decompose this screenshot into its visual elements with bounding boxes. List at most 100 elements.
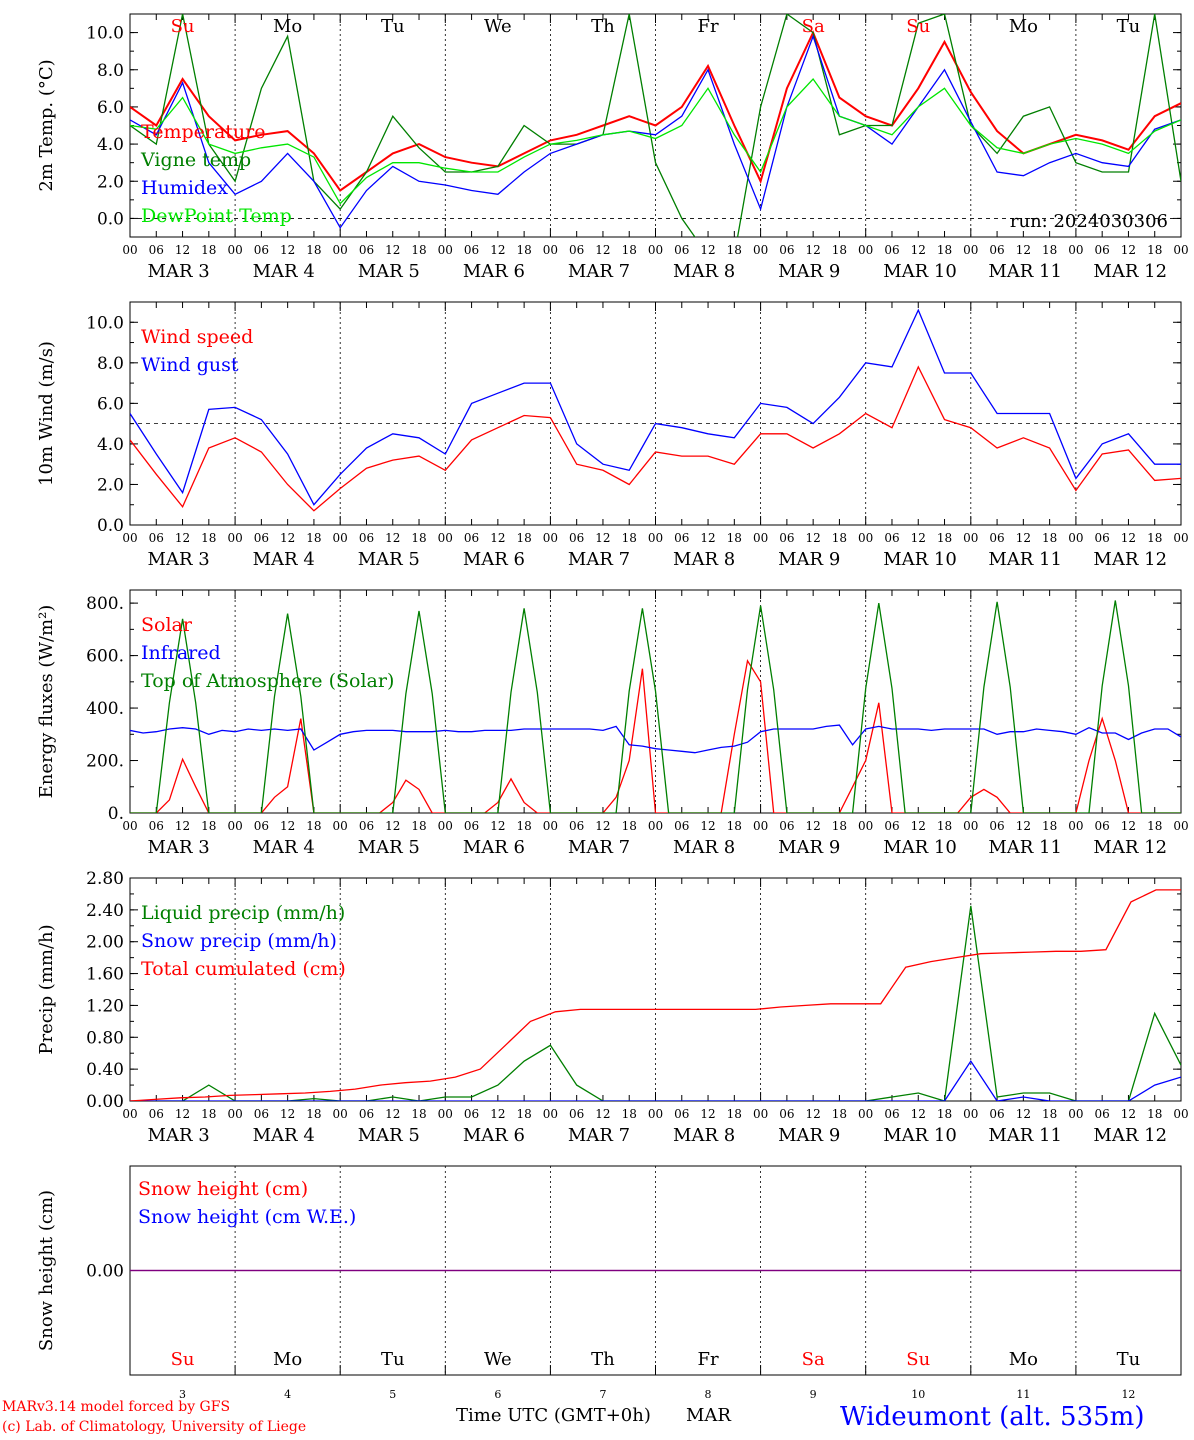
series-line-wind-gust bbox=[130, 308, 1181, 506]
hour-tick-label: 00 bbox=[1068, 243, 1083, 257]
hour-tick-label: 12 bbox=[175, 819, 190, 833]
legend-entry: Snow height (cm) bbox=[138, 1178, 308, 1200]
y-tick-label: 4.0 bbox=[97, 135, 124, 155]
hour-tick-label: 00 bbox=[1173, 531, 1188, 545]
hour-tick-label: 18 bbox=[727, 531, 742, 545]
day-label-bottom: Mo bbox=[1009, 1349, 1038, 1370]
hour-tick-label: 18 bbox=[622, 243, 637, 257]
day-label: Tu bbox=[381, 16, 405, 37]
hour-tick-label: 00 bbox=[438, 1107, 453, 1121]
day-number: 3 bbox=[179, 1388, 186, 1401]
date-label: MAR 6 bbox=[463, 261, 525, 282]
series-line-temperature bbox=[130, 30, 1181, 192]
hour-tick-label: 06 bbox=[884, 243, 899, 257]
hour-tick-label: 12 bbox=[595, 1107, 610, 1121]
y-tick-label: 0.00 bbox=[86, 1262, 124, 1282]
day-number: 8 bbox=[705, 1388, 712, 1401]
hour-tick-label: 00 bbox=[333, 819, 348, 833]
series-line-top-of-atmosphere-solar- bbox=[130, 600, 1181, 813]
hour-tick-label: 00 bbox=[333, 243, 348, 257]
hour-tick-label: 00 bbox=[1068, 531, 1083, 545]
y-tick-label: 2.00 bbox=[86, 933, 124, 953]
legend-entry: Snow height (cm W.E.) bbox=[138, 1206, 356, 1228]
hour-tick-label: 12 bbox=[175, 243, 190, 257]
hour-tick-label: 06 bbox=[359, 243, 374, 257]
y-axis-label: Energy fluxes (W/m²) bbox=[36, 605, 57, 799]
hour-tick-label: 00 bbox=[1173, 819, 1188, 833]
hour-tick-label: 12 bbox=[385, 531, 400, 545]
date-label: MAR 7 bbox=[568, 549, 630, 570]
hour-tick-label: 06 bbox=[779, 531, 794, 545]
y-tick-label: 0.0 bbox=[97, 516, 124, 536]
hour-tick-label: 18 bbox=[1042, 243, 1057, 257]
run-annotation: run: 2024030306 bbox=[1010, 211, 1168, 232]
date-label: MAR 3 bbox=[148, 1125, 210, 1146]
hour-tick-label: 12 bbox=[806, 819, 821, 833]
hour-tick-label: 18 bbox=[1042, 1107, 1057, 1121]
hour-tick-label: 12 bbox=[1121, 243, 1136, 257]
date-label: MAR 7 bbox=[568, 261, 630, 282]
hour-tick-label: 00 bbox=[122, 243, 137, 257]
hour-tick-label: 06 bbox=[149, 819, 164, 833]
date-label: MAR 8 bbox=[673, 1125, 735, 1146]
date-label: MAR 9 bbox=[778, 261, 840, 282]
legend-entry: Top of Atmosphere (Solar) bbox=[141, 670, 394, 692]
hour-tick-label: 18 bbox=[306, 1107, 321, 1121]
day-label-bottom: Tu bbox=[381, 1349, 405, 1370]
y-axis-label: Snow height (cm) bbox=[36, 1190, 57, 1351]
legend-entry: Infrared bbox=[141, 642, 221, 664]
hour-tick-label: 00 bbox=[858, 243, 873, 257]
date-label: MAR 5 bbox=[358, 1125, 420, 1146]
day-label: Mo bbox=[273, 16, 302, 37]
date-label: MAR 6 bbox=[463, 1125, 525, 1146]
hour-tick-label: 00 bbox=[753, 531, 768, 545]
hour-tick-label: 12 bbox=[280, 1107, 295, 1121]
y-tick-label: 8.0 bbox=[97, 354, 124, 374]
series-line-liquid-precip-mm-h- bbox=[130, 905, 1181, 1101]
date-label: MAR 10 bbox=[883, 1125, 957, 1146]
hour-tick-label: 12 bbox=[490, 819, 505, 833]
y-tick-label: 2.40 bbox=[86, 901, 124, 921]
hour-tick-label: 06 bbox=[149, 531, 164, 545]
hour-tick-label: 00 bbox=[438, 531, 453, 545]
hour-tick-label: 12 bbox=[700, 819, 715, 833]
hour-tick-label: 18 bbox=[306, 243, 321, 257]
panel-3 bbox=[129, 589, 1182, 814]
hour-tick-label: 12 bbox=[1016, 819, 1031, 833]
hour-tick-label: 06 bbox=[674, 819, 689, 833]
day-label-bottom: Tu bbox=[1117, 1349, 1141, 1370]
day-number: 6 bbox=[494, 1388, 501, 1401]
credit-line-1: MARv3.14 model forced by GFS bbox=[2, 1399, 231, 1415]
date-label: MAR 3 bbox=[148, 837, 210, 858]
hour-tick-label: 00 bbox=[648, 819, 663, 833]
hour-tick-label: 18 bbox=[1042, 819, 1057, 833]
y-tick-label: 0.00 bbox=[86, 1092, 124, 1112]
date-label: MAR 5 bbox=[358, 549, 420, 570]
hour-tick-label: 00 bbox=[648, 531, 663, 545]
hour-tick-label: 06 bbox=[674, 1107, 689, 1121]
hour-tick-label: 06 bbox=[464, 531, 479, 545]
y-tick-label: 10.0 bbox=[86, 313, 124, 333]
panel-5 bbox=[129, 1165, 1182, 1376]
day-label: Th bbox=[591, 16, 615, 37]
date-label: MAR 10 bbox=[883, 549, 957, 570]
hour-tick-label: 00 bbox=[227, 243, 242, 257]
legend-entry: Liquid precip (mm/h) bbox=[141, 902, 345, 924]
hour-tick-label: 06 bbox=[989, 1107, 1004, 1121]
hour-tick-label: 00 bbox=[543, 531, 558, 545]
hour-tick-label: 00 bbox=[227, 531, 242, 545]
hour-tick-label: 12 bbox=[806, 1107, 821, 1121]
hour-tick-label: 00 bbox=[648, 1107, 663, 1121]
date-label: MAR 8 bbox=[673, 261, 735, 282]
hour-tick-label: 18 bbox=[516, 819, 531, 833]
date-label: MAR 3 bbox=[148, 549, 210, 570]
day-label: Tu bbox=[1117, 16, 1141, 37]
hour-tick-label: 12 bbox=[385, 243, 400, 257]
series-line-solar bbox=[130, 659, 1181, 813]
hour-tick-label: 00 bbox=[227, 1107, 242, 1121]
date-label: MAR 5 bbox=[358, 837, 420, 858]
date-label: MAR 4 bbox=[253, 837, 315, 858]
hour-tick-label: 12 bbox=[700, 531, 715, 545]
day-label: Mo bbox=[1009, 16, 1038, 37]
y-tick-label: 10.0 bbox=[86, 24, 124, 44]
